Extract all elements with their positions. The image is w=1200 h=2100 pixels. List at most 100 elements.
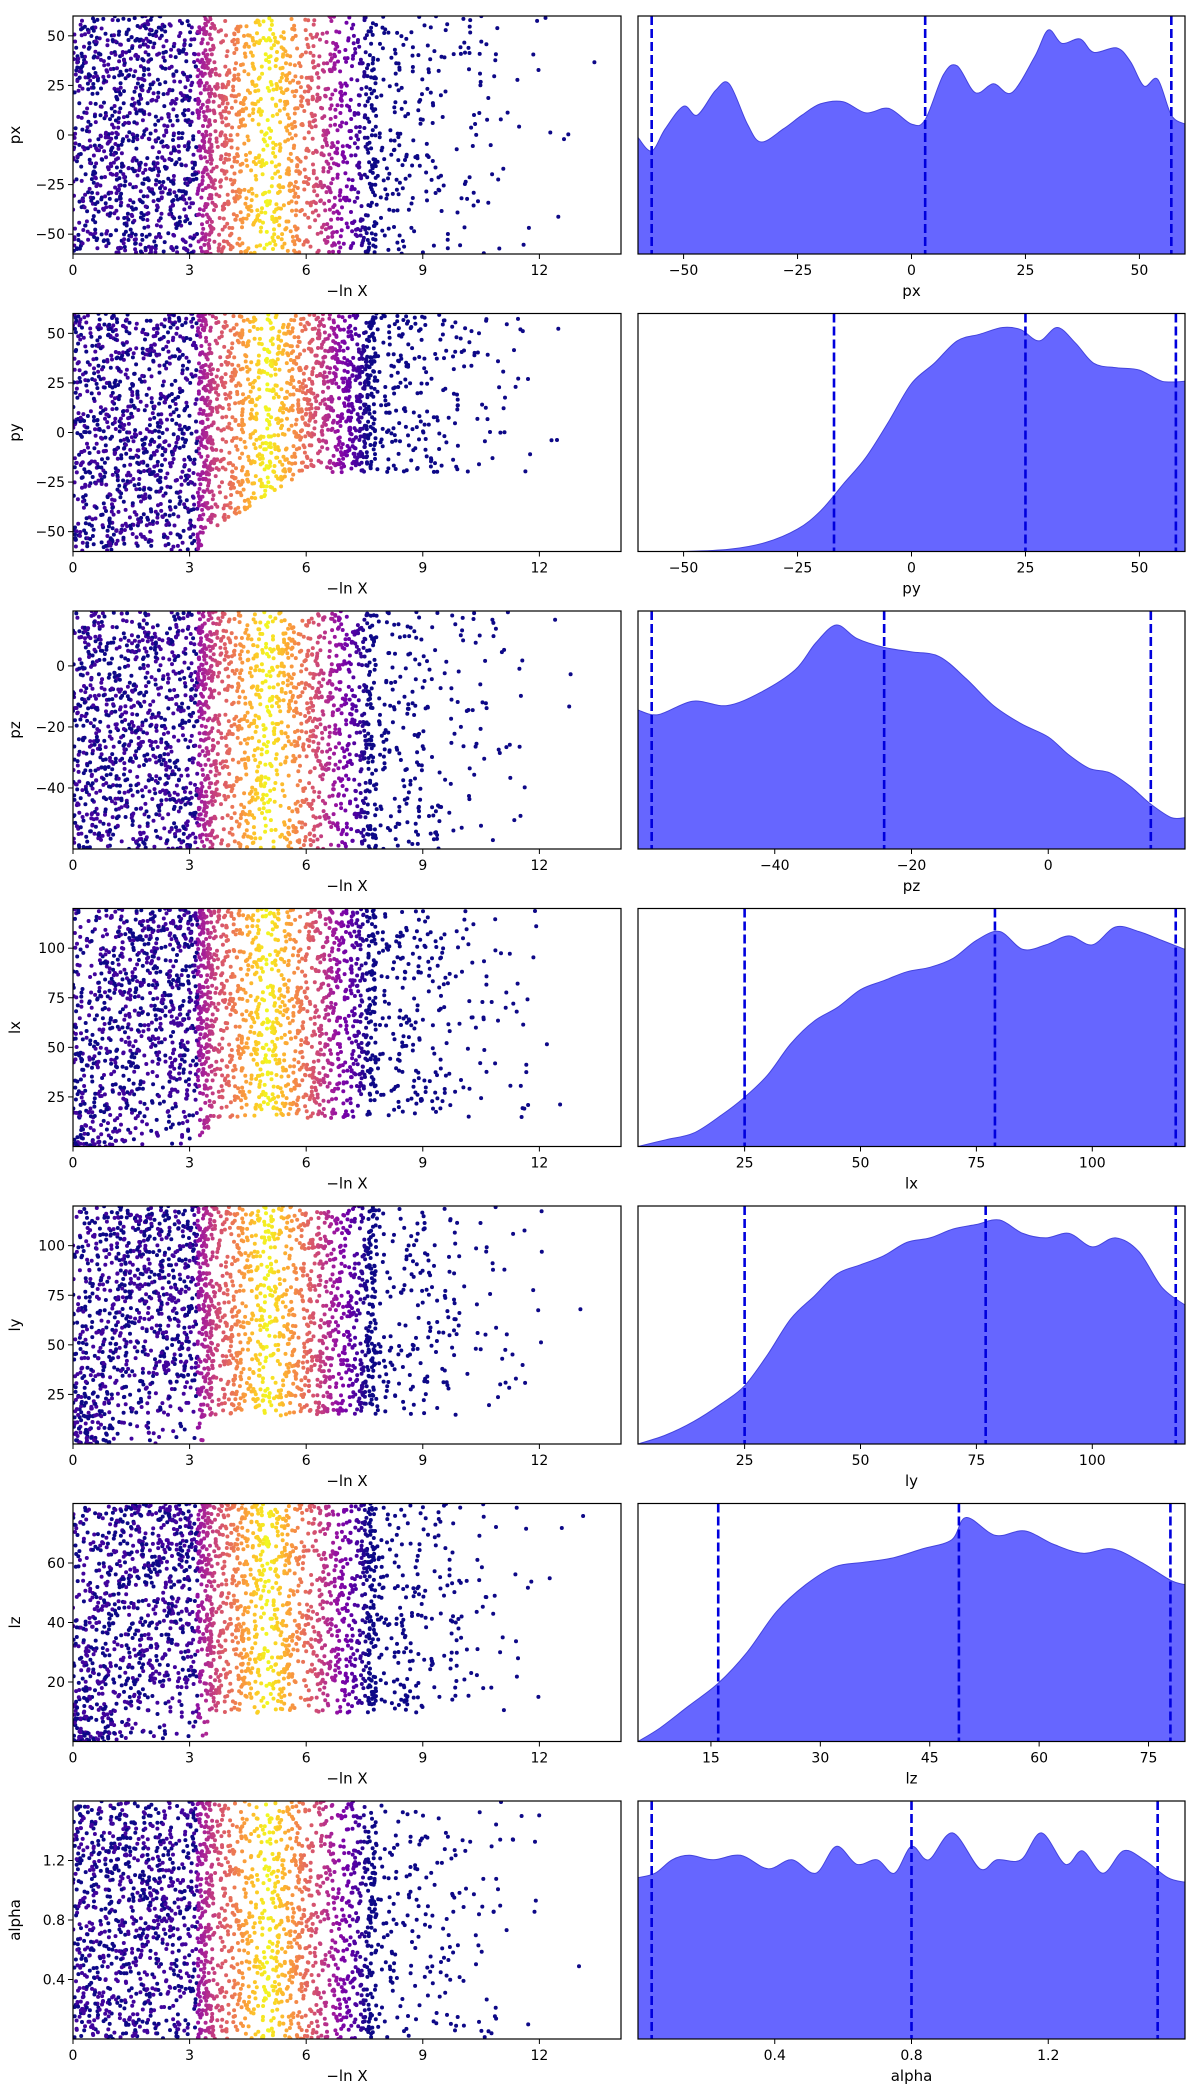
scatter-point — [501, 406, 506, 411]
x-tick-label: 3 — [185, 263, 194, 279]
scatter-point — [172, 147, 177, 152]
scatter-point — [208, 325, 213, 330]
scatter-point — [430, 121, 435, 125]
scatter-point — [146, 59, 151, 64]
scatter-point — [102, 100, 106, 105]
scatter-point — [186, 425, 191, 430]
scatter-point — [351, 41, 356, 46]
scatter-point — [365, 238, 370, 242]
scatter-point — [204, 335, 208, 340]
scatter-point — [331, 453, 336, 458]
scatter-point — [199, 379, 204, 384]
scatter-point — [332, 326, 337, 331]
scatter-point — [318, 401, 323, 406]
scatter-point — [155, 515, 160, 520]
scatter-point — [316, 85, 321, 90]
scatter-point — [401, 407, 406, 411]
scatter-point — [121, 499, 126, 504]
scatter-point — [223, 85, 228, 90]
scatter-point — [357, 165, 362, 170]
scatter-point — [271, 87, 276, 92]
scatter-point — [173, 55, 178, 60]
scatter-point — [102, 385, 107, 390]
scatter-point — [312, 189, 317, 194]
scatter-point — [280, 432, 285, 436]
scatter-point — [153, 428, 158, 433]
scatter-point — [351, 33, 356, 38]
scatter-point — [121, 115, 126, 120]
scatter-point — [104, 205, 109, 210]
scatter-point — [242, 51, 247, 56]
scatter-point — [203, 444, 208, 449]
scatter-point — [93, 42, 98, 47]
scatter-point — [400, 186, 405, 191]
scatter-point — [77, 69, 82, 74]
scatter-point — [327, 313, 332, 317]
scatter-point — [250, 117, 255, 122]
scatter-point — [115, 320, 120, 325]
scatter-point — [279, 418, 284, 423]
scatter-point — [81, 228, 86, 232]
scatter-point — [224, 152, 229, 157]
scatter-point — [418, 419, 423, 424]
scatter-point — [223, 64, 228, 69]
scatter-point — [107, 196, 112, 201]
scatter-point — [101, 449, 106, 454]
scatter-point — [147, 486, 152, 491]
scatter-point — [329, 378, 333, 383]
scatter-point — [232, 367, 237, 372]
scatter-point — [200, 222, 204, 227]
scatter-point — [170, 460, 175, 465]
scatter-point — [292, 358, 297, 363]
scatter-point — [249, 360, 254, 365]
scatter-point — [129, 411, 134, 416]
scatter-point — [260, 206, 264, 211]
scatter-point — [163, 475, 168, 480]
scatter-point — [172, 448, 177, 452]
scatter-point — [548, 130, 553, 135]
scatter-point — [351, 364, 356, 369]
scatter-point — [98, 134, 103, 139]
scatter-point — [264, 229, 269, 234]
scatter-point — [250, 191, 255, 196]
scatter-point — [503, 395, 507, 400]
scatter-point — [269, 128, 274, 133]
scatter-point — [181, 336, 186, 341]
scatter-point — [132, 89, 137, 94]
scatter-point — [314, 399, 319, 404]
scatter-point — [444, 348, 449, 353]
scatter-point — [388, 138, 393, 143]
scatter-point — [105, 38, 110, 43]
scatter-point — [526, 225, 531, 230]
scatter-point — [199, 344, 204, 348]
scatter-point — [331, 461, 336, 466]
scatter-point — [81, 505, 86, 510]
scatter-point — [169, 245, 174, 249]
scatter-point — [347, 383, 352, 387]
scatter-point — [196, 52, 201, 57]
scatter-point — [170, 123, 175, 128]
scatter-point — [240, 413, 244, 418]
scatter-point — [175, 326, 180, 331]
scatter-point — [323, 402, 328, 407]
scatter-point — [341, 456, 346, 461]
scatter-point — [167, 188, 172, 193]
scatter-point — [217, 216, 222, 220]
scatter-point — [228, 351, 233, 356]
scatter-point — [203, 186, 208, 191]
scatter-point — [259, 326, 264, 331]
scatter-point — [338, 327, 342, 332]
scatter-point — [419, 337, 424, 342]
scatter-point — [184, 438, 188, 443]
scatter-point — [198, 60, 203, 65]
scatter-point — [202, 372, 207, 376]
scatter-point — [252, 336, 257, 341]
scatter-point — [395, 30, 400, 35]
scatter-point — [112, 104, 117, 108]
scatter-point — [338, 69, 343, 74]
scatter-point — [265, 387, 270, 392]
scatter-point — [410, 53, 415, 58]
scatter-point — [152, 452, 157, 457]
scatter-point — [127, 430, 132, 435]
scatter-point — [290, 89, 295, 94]
